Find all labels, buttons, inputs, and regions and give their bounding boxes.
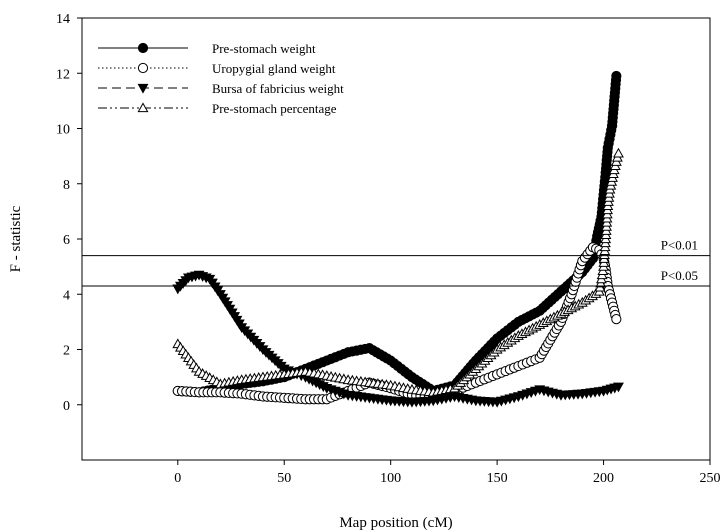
y-axis: 0 2 4 6 8 10 12 14 [56, 12, 82, 414]
legend: Pre-stomach weight Uropygial gland weight… [98, 41, 344, 116]
threshold-label-0: P<0.01 [661, 238, 698, 253]
series-layer [172, 70, 624, 408]
x-tick-label-100: 100 [380, 471, 401, 486]
series-3 [172, 147, 624, 397]
x-tick-label-0: 0 [174, 471, 181, 486]
y-axis-title: F - statistic [8, 205, 24, 272]
y-tick-label-14: 14 [56, 12, 70, 27]
legend-marker-0 [137, 42, 149, 54]
x-tick-label-50: 50 [277, 471, 291, 486]
legend-marker-2 [137, 83, 149, 94]
y-tick-label-2: 2 [63, 344, 70, 359]
series-3-point-146 [613, 147, 624, 158]
y-tick-label-10: 10 [56, 123, 70, 138]
threshold-label-1: P<0.05 [661, 268, 698, 283]
legend-marker-1 [137, 62, 149, 74]
threshold-layer: P<0.01 P<0.05 [82, 238, 710, 287]
x-tick-label-250: 250 [700, 471, 721, 486]
legend-label-1: Uropygial gland weight [212, 61, 336, 76]
x-axis-title: Map position (cM) [339, 515, 452, 531]
y-tick-label-0: 0 [63, 399, 70, 414]
x-tick-label-200: 200 [593, 471, 614, 486]
legend-label-3: Pre-stomach percentage [212, 101, 337, 116]
series-1-point-133 [611, 314, 622, 325]
y-tick-label-12: 12 [56, 67, 70, 82]
legend-marker-3 [137, 102, 149, 113]
series-2-point-117 [613, 382, 624, 393]
y-tick-label-8: 8 [63, 178, 70, 193]
series-0-point-156 [611, 70, 622, 82]
x-tick-label-150: 150 [487, 471, 508, 486]
x-axis: 0 50 100 150 200 250 [174, 460, 721, 486]
legend-label-2: Bursa of fabricius weight [212, 81, 344, 96]
y-tick-label-6: 6 [63, 233, 70, 248]
y-tick-label-4: 4 [63, 288, 70, 303]
legend-label-0: Pre-stomach weight [212, 41, 316, 56]
